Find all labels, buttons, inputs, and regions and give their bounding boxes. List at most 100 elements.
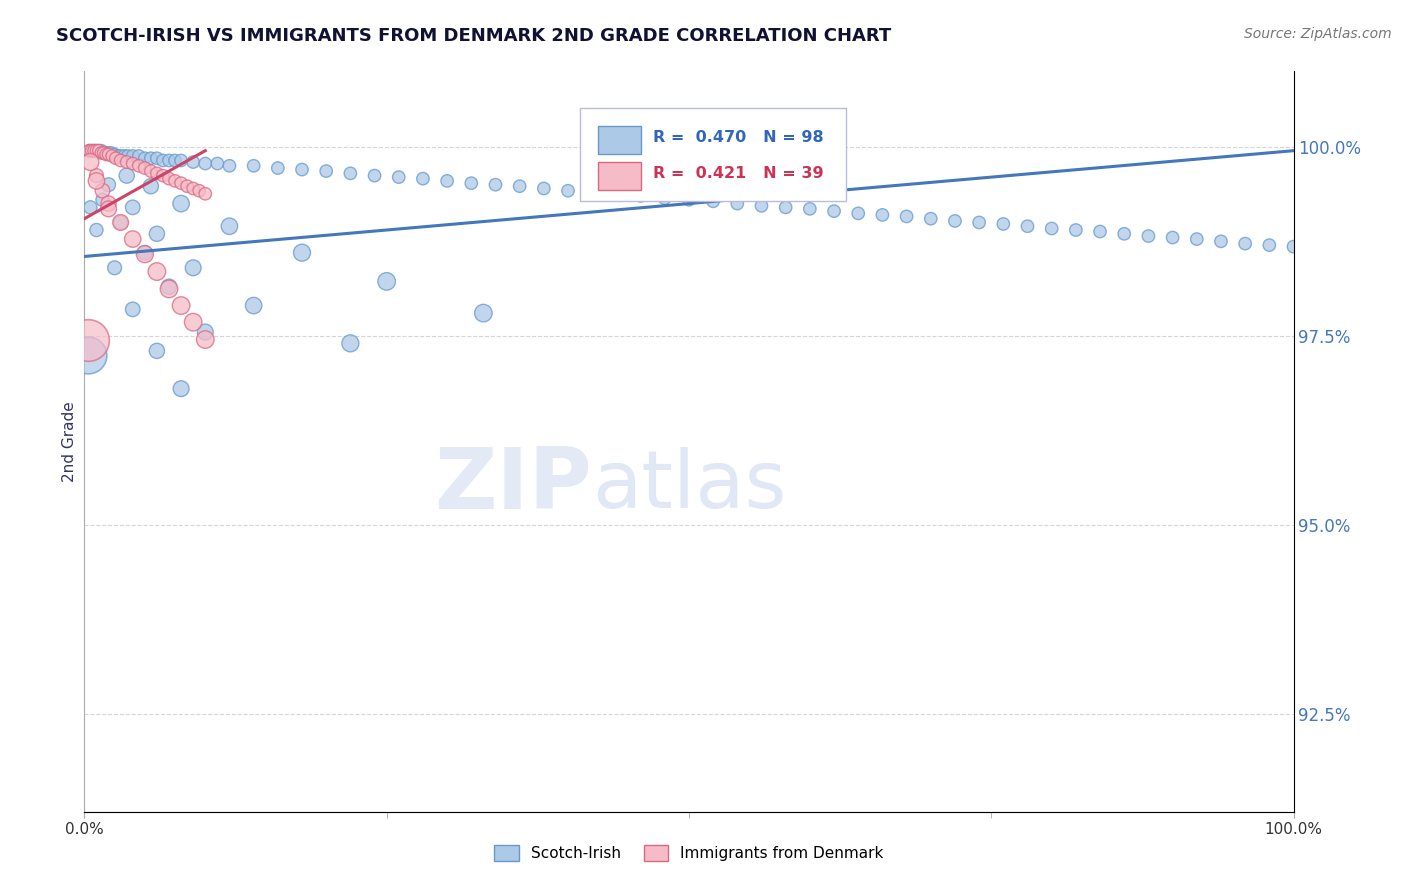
Point xyxy=(896,210,918,224)
Point xyxy=(1209,235,1232,249)
Text: SCOTCH-IRISH VS IMMIGRANTS FROM DENMARK 2ND GRADE CORRELATION CHART: SCOTCH-IRISH VS IMMIGRANTS FROM DENMARK … xyxy=(56,27,891,45)
Point xyxy=(104,147,127,161)
Point xyxy=(112,149,135,163)
Point xyxy=(509,179,531,194)
Point xyxy=(484,178,506,192)
Point xyxy=(291,245,314,260)
Point xyxy=(134,161,156,175)
FancyBboxPatch shape xyxy=(599,161,641,190)
Point xyxy=(91,193,114,207)
Point xyxy=(77,348,100,362)
Point xyxy=(100,145,122,160)
Point xyxy=(412,171,434,186)
Point xyxy=(725,196,748,211)
Point xyxy=(799,202,821,216)
Point xyxy=(1161,230,1184,244)
Point xyxy=(170,196,193,211)
Point xyxy=(194,156,217,170)
Point xyxy=(176,179,198,194)
Point xyxy=(557,184,579,198)
Point xyxy=(605,186,627,201)
Point xyxy=(90,145,112,160)
Point xyxy=(165,153,187,168)
Point xyxy=(315,164,337,178)
Point xyxy=(86,144,108,158)
Point xyxy=(339,166,361,180)
Point xyxy=(117,149,139,163)
Point xyxy=(188,184,211,198)
Point xyxy=(115,155,138,169)
Point xyxy=(702,194,724,209)
Point xyxy=(533,181,555,195)
Point xyxy=(110,215,132,229)
Legend: Scotch-Irish, Immigrants from Denmark: Scotch-Irish, Immigrants from Denmark xyxy=(488,838,890,867)
Text: R =  0.421   N = 39: R = 0.421 N = 39 xyxy=(652,166,824,181)
Point xyxy=(751,199,773,213)
Point xyxy=(134,247,156,261)
Point xyxy=(170,299,193,313)
Point xyxy=(581,186,603,200)
Point xyxy=(630,189,652,203)
Point xyxy=(121,156,143,170)
Point xyxy=(146,343,169,358)
Point xyxy=(170,382,193,396)
Point xyxy=(1088,225,1111,239)
Point xyxy=(436,174,458,188)
Point xyxy=(110,149,132,163)
Point xyxy=(93,145,115,160)
Point xyxy=(86,223,108,237)
Point xyxy=(139,179,162,194)
Point xyxy=(80,144,103,158)
Point xyxy=(1137,229,1160,244)
Point xyxy=(146,264,169,278)
Point xyxy=(194,186,217,201)
Point xyxy=(83,144,105,158)
Point xyxy=(242,299,264,313)
Point xyxy=(86,144,108,158)
Point xyxy=(80,144,103,158)
Point xyxy=(339,336,361,351)
Point xyxy=(77,144,100,158)
Point xyxy=(1185,232,1208,246)
Point xyxy=(110,153,132,168)
Point xyxy=(139,151,162,165)
Point xyxy=(139,164,162,178)
Point xyxy=(87,144,110,158)
Text: R =  0.470   N = 98: R = 0.470 N = 98 xyxy=(652,130,824,145)
Point xyxy=(194,333,217,347)
Point xyxy=(242,159,264,173)
Point xyxy=(91,184,114,198)
Point xyxy=(1017,219,1039,234)
Point xyxy=(1234,236,1257,251)
Point xyxy=(1258,238,1281,252)
Point xyxy=(121,149,143,163)
Point xyxy=(115,169,138,183)
Y-axis label: 2nd Grade: 2nd Grade xyxy=(62,401,77,482)
Point xyxy=(101,149,124,163)
Point xyxy=(104,151,127,165)
Point xyxy=(157,171,180,186)
Point xyxy=(943,214,966,228)
Point xyxy=(207,156,229,170)
Text: Source: ZipAtlas.com: Source: ZipAtlas.com xyxy=(1244,27,1392,41)
Point xyxy=(1040,221,1063,235)
Point xyxy=(79,200,101,214)
Point xyxy=(872,208,894,222)
Point xyxy=(146,151,169,165)
Point xyxy=(86,169,108,183)
Text: atlas: atlas xyxy=(592,447,786,525)
Point xyxy=(97,145,120,160)
Point xyxy=(181,315,204,329)
Point xyxy=(94,145,117,160)
Point xyxy=(170,176,193,190)
Point xyxy=(654,191,676,205)
Point xyxy=(77,333,100,347)
Point xyxy=(97,147,120,161)
Point xyxy=(388,170,411,185)
Point xyxy=(460,176,482,190)
Point xyxy=(93,145,115,160)
Point xyxy=(107,149,129,163)
Point xyxy=(993,217,1015,231)
Point xyxy=(157,282,180,296)
Point xyxy=(181,181,204,195)
